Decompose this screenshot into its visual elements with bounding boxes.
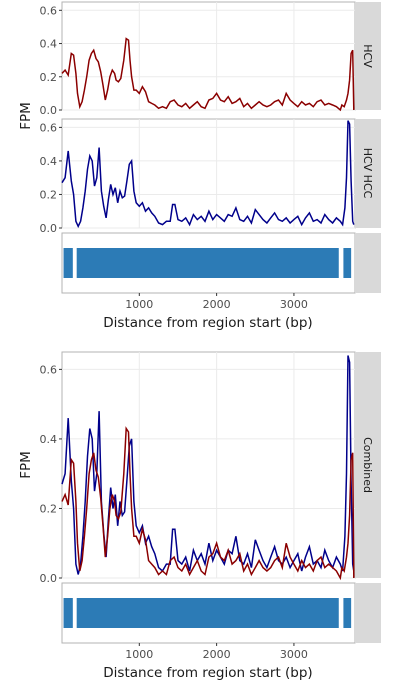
y-tick-label: 0.2 (40, 502, 58, 515)
y-axis-label-top: FPM (18, 102, 34, 130)
feature-block (343, 598, 352, 628)
x-tick-label: 2000 (203, 648, 231, 661)
x-tick-label: 3000 (280, 648, 308, 661)
strip-label-combined: Combined (361, 437, 374, 493)
y-axis-label-bottom: FPM (18, 451, 34, 479)
x-tick-label: 1000 (125, 648, 153, 661)
feature-block (343, 248, 352, 278)
y-tick-label: 0.6 (40, 363, 58, 376)
y-tick-label: 0.0 (40, 572, 58, 585)
feature-block (63, 248, 73, 278)
y-tick-label: 0.6 (40, 121, 58, 134)
strip-label-hcv-hcc: HCV HCC (361, 148, 374, 199)
y-tick-label: 0.4 (40, 38, 58, 51)
y-tick-label: 0.2 (40, 188, 58, 201)
x-tick-label: 2000 (203, 298, 231, 311)
series-line-hcv (61, 37, 355, 112)
panel-hcv: 0.0 0.2 0.4 0.6 HCV (40, 1, 381, 117)
strip-combined (355, 352, 381, 578)
feature-block (63, 598, 73, 628)
y-tick-label: 0.0 (40, 104, 58, 117)
y-tick-label: 0.0 (40, 222, 58, 235)
x-tick-label: 3000 (280, 298, 308, 311)
feature-track-bottom (61, 582, 381, 644)
series-line-combined-hcv-hcc (61, 355, 355, 575)
y-tick-label: 0.4 (40, 155, 58, 168)
strip-label-hcv: HCV (361, 44, 374, 68)
panel-combined: 0.0 0.2 0.4 0.6 Combined (40, 351, 381, 585)
feature-track-top (61, 232, 381, 294)
strip-hcv (355, 2, 381, 110)
panel-hcv-hcc: 0.0 0.2 0.4 0.6 HCV HCC (40, 118, 381, 235)
x-axis-label-bottom: Distance from region start (bp) (103, 665, 312, 681)
strip-hcv-hcc (355, 119, 381, 228)
y-tick-label: 0.4 (40, 433, 58, 446)
x-tick-label: 1000 (125, 298, 153, 311)
x-axis-label-top: Distance from region start (bp) (103, 315, 312, 331)
feature-block (76, 248, 339, 278)
y-tick-label: 0.2 (40, 71, 58, 84)
feature-block (76, 598, 339, 628)
y-tick-label: 0.6 (40, 4, 58, 17)
series-line-hcv-hcc (61, 120, 355, 229)
series-line-combined-hcv (61, 426, 355, 581)
